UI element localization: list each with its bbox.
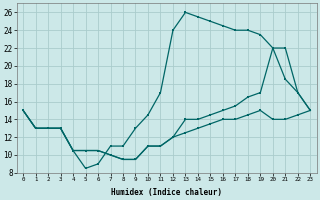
X-axis label: Humidex (Indice chaleur): Humidex (Indice chaleur) [111,188,222,197]
